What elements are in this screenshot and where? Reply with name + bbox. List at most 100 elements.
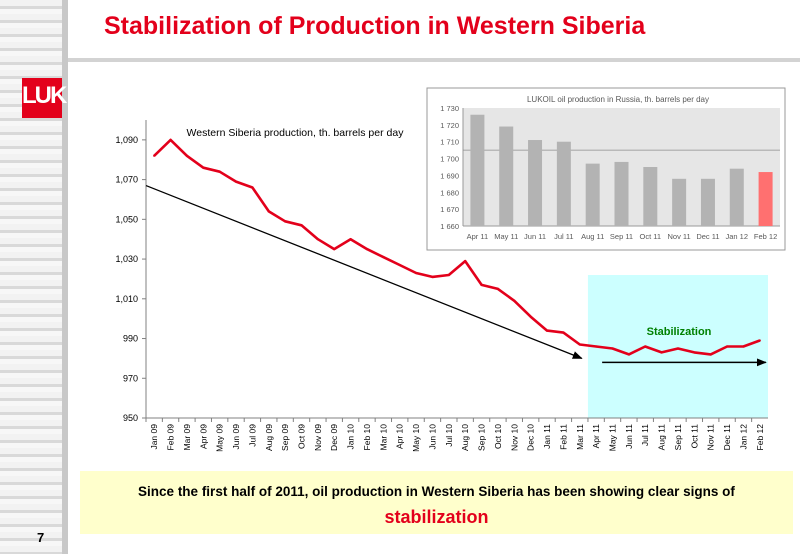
x-tick-label: Apr 11: [591, 424, 601, 449]
bar-chart-title: LUKOIL oil production in Russia, th. bar…: [527, 95, 709, 104]
bar-category-label: Feb 12: [754, 232, 777, 241]
x-tick-label: Apr 09: [198, 424, 208, 449]
production-data-point: [251, 186, 254, 189]
x-tick-label: Aug 09: [264, 424, 274, 451]
production-series-line: [153, 138, 761, 356]
production-data-point: [693, 351, 696, 354]
line-chart-title: Western Siberia production, th. barrels …: [187, 127, 405, 139]
y-tick-label: 950: [123, 413, 138, 423]
bar-category-label: Jun 11: [524, 232, 546, 241]
production-data-point: [169, 138, 172, 141]
bar-category-label: Dec 11: [696, 232, 719, 241]
production-data-point: [284, 220, 287, 223]
production-data-point: [202, 166, 205, 169]
production-data-point: [218, 170, 221, 173]
x-tick-label: Jul 09: [247, 424, 257, 447]
x-tick-label: Jun 10: [427, 424, 437, 450]
x-tick-label: Jun 11: [624, 424, 634, 449]
production-data-point: [153, 154, 156, 157]
production-data-point: [365, 248, 369, 251]
x-tick-label: Apr 10: [395, 424, 405, 449]
bar-category-label: Jan 12: [726, 232, 749, 241]
production-data-point: [398, 263, 401, 267]
bar: [672, 178, 687, 226]
logo-lettering: LUK: [22, 82, 67, 109]
bar: [528, 140, 543, 226]
bar-y-tick-label: 1 710: [440, 138, 459, 147]
x-tick-label: Jan 11: [542, 424, 552, 449]
y-tick-label: 1,070: [115, 175, 138, 185]
bar-y-tick-label: 1 670: [440, 205, 459, 214]
x-tick-label: Dec 10: [526, 424, 536, 451]
y-tick-label: 1,030: [115, 254, 138, 264]
x-tick-label: Oct 10: [493, 424, 503, 449]
bar: [700, 178, 715, 226]
bar: [758, 172, 773, 226]
bar-y-tick-label: 1 700: [440, 155, 459, 164]
bar-y-tick-label: 1 660: [440, 222, 459, 231]
bar-y-tick-label: 1 720: [440, 121, 459, 130]
production-data-point: [758, 339, 761, 342]
production-data-point: [725, 345, 729, 348]
stabilization-label: Stabilization: [647, 326, 712, 338]
production-data-point: [316, 238, 319, 241]
x-tick-label: Jan 10: [346, 424, 356, 450]
production-data-point: [742, 345, 745, 348]
production-data-point: [300, 224, 303, 227]
x-tick-label: Dec 11: [722, 424, 732, 451]
bar-category-label: Sep 11: [610, 232, 633, 241]
x-tick-label: Feb 11: [558, 424, 568, 450]
conclusion-box: Since the first half of 2011, oil produc…: [80, 471, 793, 534]
production-data-point: [595, 345, 598, 348]
production-data-point: [480, 283, 483, 286]
production-data-point: [644, 345, 647, 348]
x-tick-label: Oct 11: [689, 424, 699, 449]
production-data-point: [464, 259, 467, 263]
lukoil-logo: LUK: [22, 78, 67, 118]
bar: [499, 126, 514, 226]
x-tick-label: Nov 11: [706, 424, 716, 451]
x-tick-label: Jul 10: [444, 424, 454, 447]
production-data-point: [627, 353, 630, 356]
western-siberia-line-chart: 950 970 990 1,010 1,030 1,050 1,070 1,090 Jan 09…: [115, 120, 768, 452]
x-tick-label: Aug 10: [460, 424, 470, 451]
y-tick-label: 1,050: [115, 214, 138, 224]
production-data-point: [447, 273, 450, 277]
x-tick-label: Jan 12: [738, 424, 748, 450]
x-tick-label: Mar 10: [378, 424, 388, 451]
production-data-point: [529, 315, 532, 318]
production-data-point: [709, 353, 712, 356]
x-tick-label: May 10: [411, 424, 421, 452]
page-number: 7: [37, 530, 45, 545]
bar-y-tick-label: 1 680: [440, 188, 459, 197]
production-data-point: [660, 351, 663, 354]
production-data-point: [414, 271, 418, 275]
x-tick-label: Aug 11: [657, 424, 667, 451]
bar-category-label: Nov 11: [668, 232, 691, 241]
conclusion-text: Since the first half of 2011, oil produc…: [138, 484, 735, 499]
title-divider: [68, 58, 800, 62]
production-data-point: [611, 347, 614, 350]
x-tick-label: May 09: [215, 424, 225, 452]
production-data-point: [513, 299, 516, 302]
y-tick-label: 990: [123, 334, 138, 344]
slide-title: Stabilization of Production in Western S…: [104, 12, 646, 40]
conclusion-emphasis: stabilization: [384, 507, 489, 527]
x-tick-label: May 11: [608, 424, 618, 452]
x-tick-label: Dec 09: [329, 424, 339, 451]
bar-category-label: Apr 11: [467, 232, 489, 241]
bar-category-label: Oct 11: [640, 232, 662, 241]
x-tick-label: Feb 09: [166, 424, 176, 451]
lukoil-russia-bar-chart: LUKOIL oil production in Russia, th. bar…: [426, 87, 786, 251]
x-tick-label: Sep 11: [673, 424, 683, 451]
production-data-point: [562, 331, 565, 334]
x-tick-label: Jun 09: [231, 424, 241, 450]
y-tick-label: 1,090: [115, 135, 138, 145]
y-tick-label: 1,010: [115, 294, 138, 304]
production-data-point: [267, 210, 270, 213]
x-tick-label: Mar 09: [182, 424, 192, 451]
x-tick-label: Jan 09: [149, 424, 159, 450]
production-data-point: [578, 343, 581, 346]
x-tick-label: Feb 10: [362, 424, 372, 451]
